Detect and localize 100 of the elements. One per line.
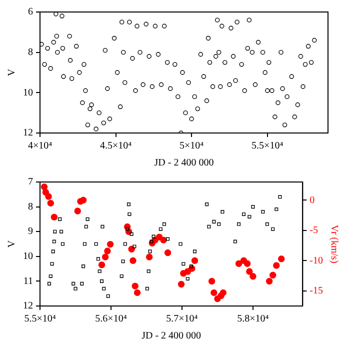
point <box>60 230 64 234</box>
point <box>220 289 227 296</box>
point <box>128 212 132 216</box>
point <box>146 270 150 274</box>
point <box>53 230 57 234</box>
point <box>121 260 125 264</box>
point <box>132 244 136 248</box>
point <box>266 278 273 285</box>
point <box>265 222 269 226</box>
point <box>100 224 104 228</box>
point <box>162 222 166 226</box>
point <box>189 264 193 268</box>
point <box>178 242 182 246</box>
point <box>104 248 111 254</box>
point <box>237 222 241 226</box>
point <box>261 210 265 214</box>
point <box>270 272 276 278</box>
point <box>273 262 280 269</box>
point <box>208 278 216 285</box>
point <box>132 282 138 290</box>
point <box>82 264 86 268</box>
point <box>250 273 256 280</box>
point <box>74 286 78 290</box>
y-tick-label: 10 <box>23 251 33 262</box>
point <box>100 279 104 283</box>
point <box>40 183 48 190</box>
point <box>166 237 170 241</box>
point <box>126 227 130 231</box>
point <box>74 208 81 214</box>
point <box>45 193 52 200</box>
y-tick-label: 7 <box>28 176 33 188</box>
point <box>146 254 153 260</box>
point <box>130 257 136 264</box>
y-tick-label: 6 <box>28 6 33 18</box>
point <box>106 240 114 248</box>
y-tick-label: 8 <box>28 201 33 212</box>
point <box>60 242 64 246</box>
y-tick-label: 12 <box>23 128 33 139</box>
point <box>152 234 156 238</box>
point <box>210 289 218 296</box>
point <box>145 286 149 290</box>
point <box>130 232 134 236</box>
point <box>212 220 216 224</box>
point <box>191 257 198 264</box>
point <box>94 242 98 246</box>
point <box>47 282 51 286</box>
point <box>134 289 141 296</box>
point <box>98 270 102 274</box>
point <box>217 222 221 226</box>
point <box>72 282 76 286</box>
point <box>98 262 106 268</box>
x-tick-label: 4.5×10⁴ <box>100 140 132 152</box>
point <box>52 240 56 244</box>
point <box>186 276 190 280</box>
point <box>220 210 224 214</box>
x-axis-title: JD - 2 400 000 <box>154 158 214 169</box>
point <box>80 196 87 204</box>
point <box>58 217 62 221</box>
point <box>80 282 84 286</box>
point <box>102 286 106 290</box>
point <box>246 268 253 275</box>
point <box>278 195 282 199</box>
x-axis-title: JD - 2 400 000 <box>142 330 202 342</box>
point <box>47 200 54 207</box>
point <box>164 249 172 256</box>
point <box>271 227 275 231</box>
y-axis-title: V <box>6 68 18 76</box>
y2-axis-title: Vr (km/s) <box>328 224 340 264</box>
x-tick-label: 5.7×10⁴ <box>166 314 198 325</box>
point <box>148 250 152 254</box>
point <box>235 260 242 268</box>
y-tick-label: 12 <box>23 300 33 312</box>
x-tick-label: 5.8×10⁴ <box>237 314 270 325</box>
point <box>48 274 52 278</box>
point <box>233 240 237 244</box>
point <box>106 294 110 298</box>
point <box>242 212 246 216</box>
point <box>128 246 135 252</box>
point <box>96 257 100 261</box>
point <box>178 280 185 288</box>
point <box>248 214 252 218</box>
y-tick-label: 10 <box>23 87 33 98</box>
point <box>207 224 211 228</box>
y-tick-label: 9 <box>28 226 33 238</box>
point <box>86 217 90 221</box>
point <box>126 202 131 206</box>
point <box>102 254 109 260</box>
point <box>278 255 285 262</box>
point <box>123 242 127 246</box>
x-tick-label: 5.5×10⁴ <box>24 314 56 325</box>
point <box>244 260 251 268</box>
y2-tick-label: 0 <box>310 194 315 206</box>
point <box>50 214 58 220</box>
point <box>50 262 54 266</box>
x-tick-label: 4×10⁴ <box>28 140 53 152</box>
x-tick-label: 5×10⁴ <box>180 140 204 152</box>
point <box>182 262 186 266</box>
point <box>251 205 255 209</box>
y-tick-label: 8 <box>28 46 33 58</box>
point <box>158 227 162 231</box>
